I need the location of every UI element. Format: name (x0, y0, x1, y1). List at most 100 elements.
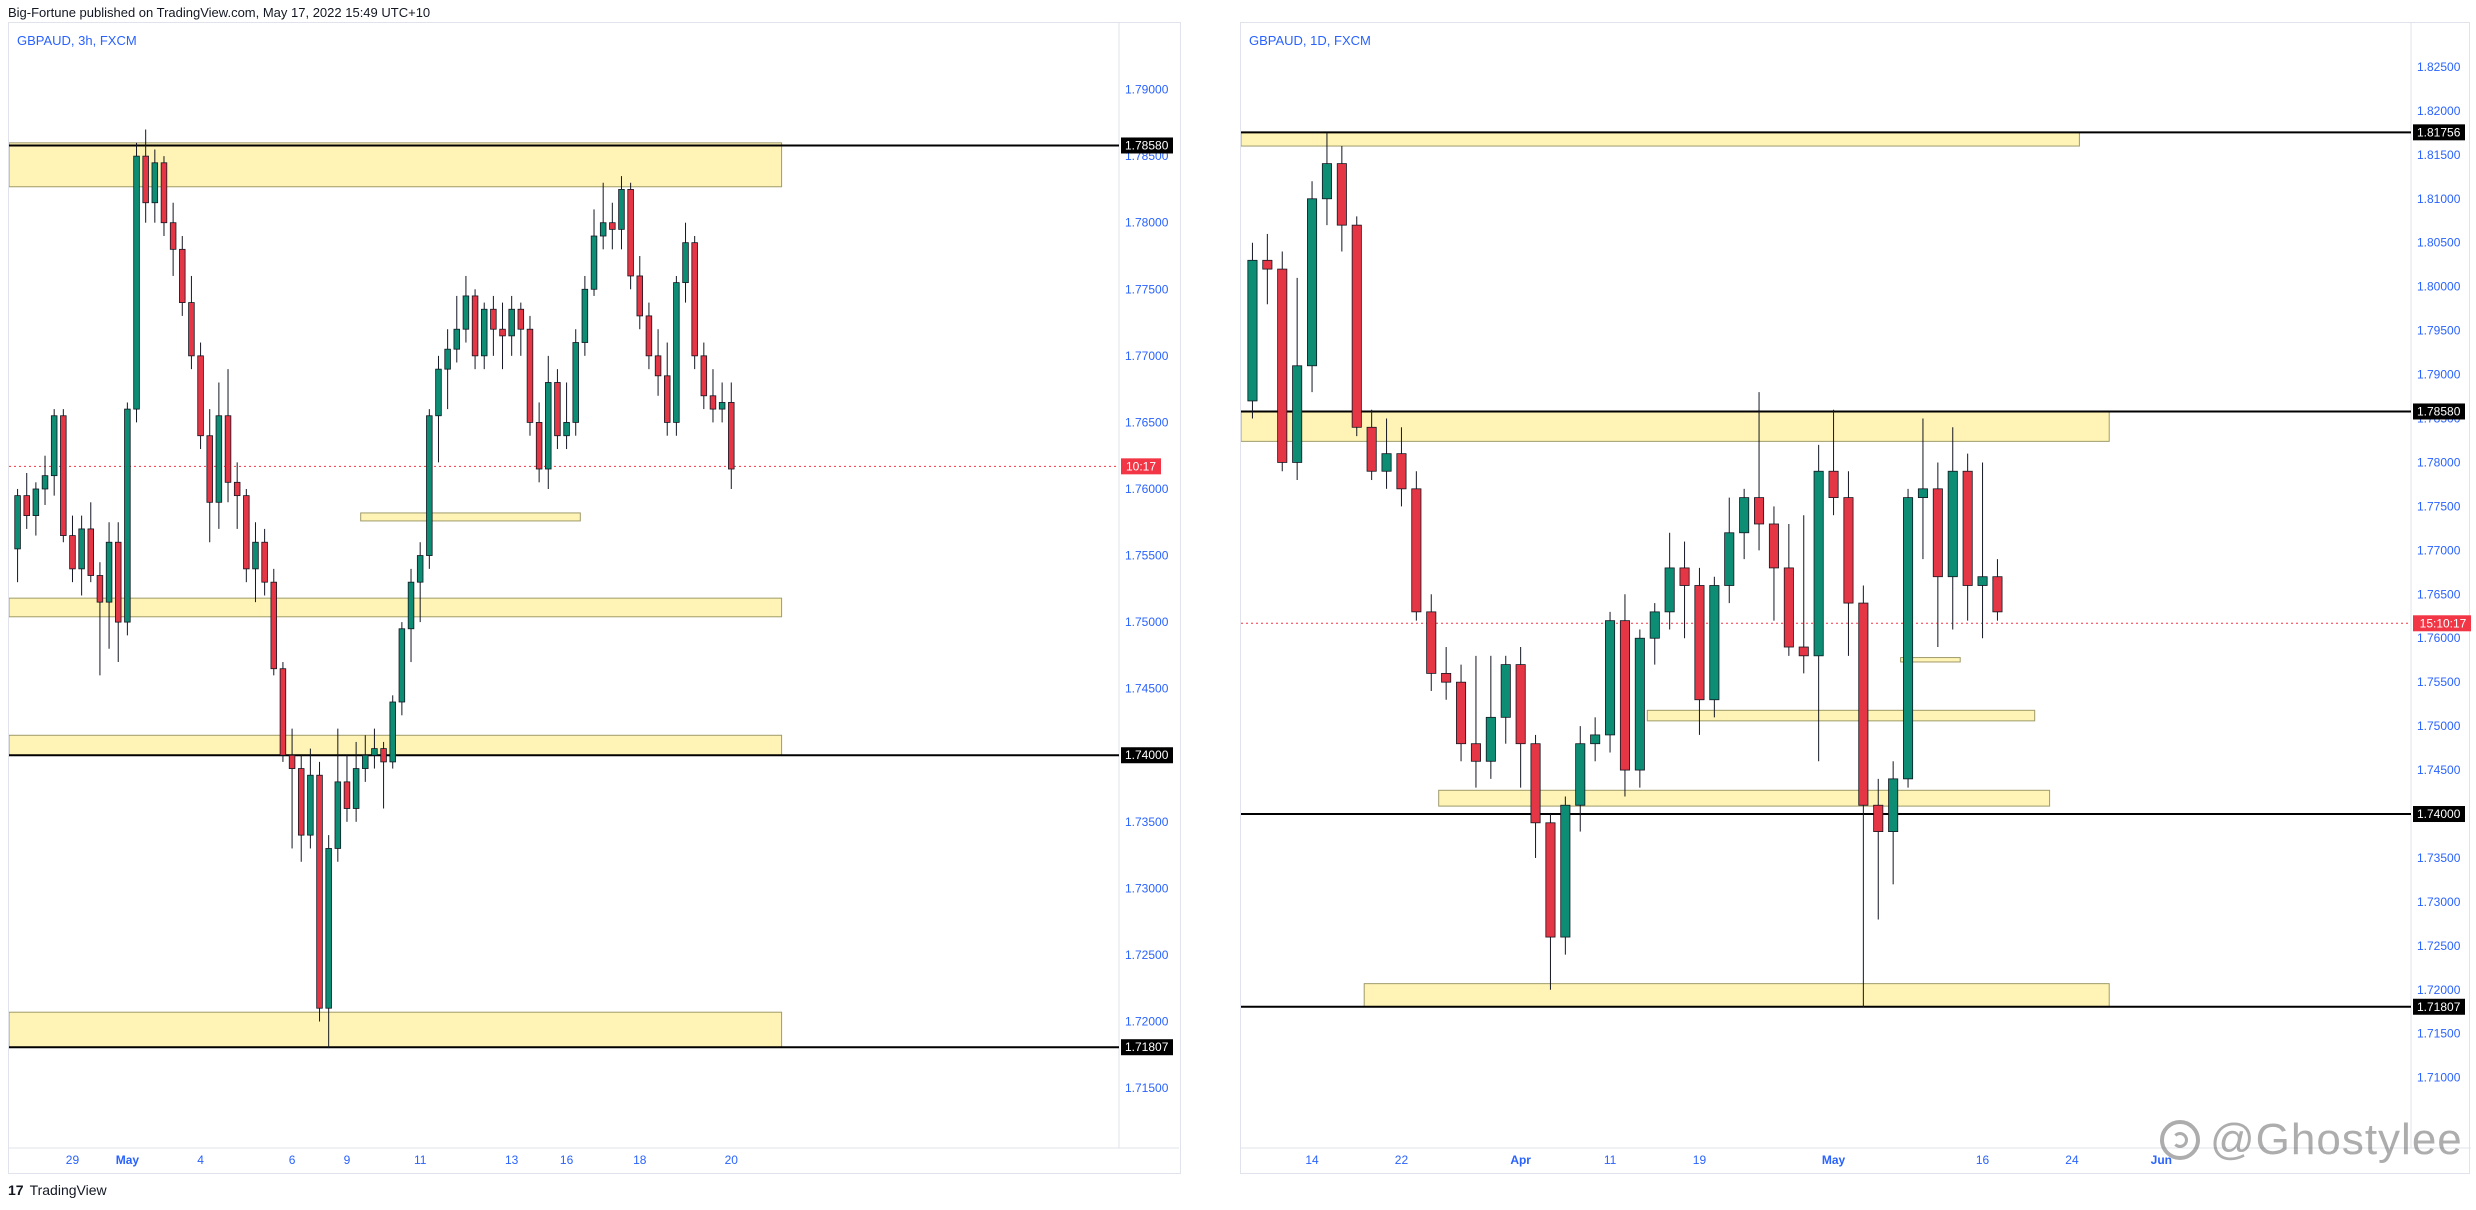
sr-zone-0[interactable] (1241, 131, 2080, 147)
candle-body-up (435, 368, 442, 417)
candle-body-down (380, 748, 387, 763)
candle (1634, 629, 1645, 788)
candle-body-down (206, 435, 213, 503)
chart-title: GBPAUD, 3h, FXCM (17, 33, 137, 48)
candle (1590, 717, 1601, 762)
candle (581, 275, 589, 356)
x-tick-label: 22 (1395, 1153, 1409, 1167)
candle (288, 728, 296, 849)
tradingview-footer[interactable]: 17 TradingView (8, 1182, 107, 1198)
candle-body-up (1917, 488, 1928, 499)
chart-pane-1d[interactable]: 1.82500 1.82000 1.81500 1.81000 1.80500 1.800… (1240, 22, 2471, 1175)
candle-body-down (1262, 259, 1273, 270)
level-tag-label: 1.78580 (1125, 138, 1169, 152)
sr-zone-0[interactable] (9, 142, 783, 188)
level-tag-label: 1.74000 (1125, 748, 1169, 762)
candle (142, 129, 149, 223)
candle-body-down (1858, 602, 1869, 806)
candle-body-up (1485, 716, 1496, 762)
chart-1d-svg[interactable]: 1.82500 1.82000 1.81500 1.81000 1.80500 1.800… (1241, 23, 2471, 1175)
candle-body-up (32, 488, 40, 517)
candle-body-down (197, 355, 204, 437)
candle-body-down (1828, 470, 1839, 499)
candle (1724, 497, 1735, 604)
candle-body-down (1619, 620, 1630, 771)
candle (1456, 664, 1467, 762)
y-tick-label: 1.72500 (2417, 939, 2461, 953)
candle-body-down (1843, 497, 1854, 604)
y-tick-label: 1.81000 (2417, 192, 2461, 206)
candle-body-up (14, 495, 21, 550)
candle-body-up (682, 242, 689, 284)
y-tick-label: 1.73000 (1125, 881, 1169, 895)
sr-zone-4[interactable] (1646, 709, 2036, 722)
candle (1411, 471, 1422, 621)
chart-pane-3h[interactable]: 1.79000 1.78500 1.78000 1.77500 1.77000 1.765… (8, 22, 1181, 1174)
candle-body-down (609, 222, 616, 230)
candle-body-up (480, 308, 488, 357)
level-tag-label: 1.71807 (2417, 1000, 2461, 1014)
sr-zone-5[interactable] (1900, 657, 1961, 663)
candle-body-down (1754, 497, 1765, 525)
candle (334, 728, 342, 862)
candle (1903, 488, 1914, 788)
candle (1381, 418, 1392, 489)
sr-zone-1[interactable] (9, 597, 783, 618)
candle (554, 369, 561, 450)
x-tick-label: Jun (2151, 1153, 2172, 1167)
tradingview-brand[interactable]: TradingView (29, 1182, 107, 1198)
candle-body-down (114, 541, 122, 623)
y-tick-label: 1.75000 (1125, 615, 1169, 629)
sr-zone-4[interactable] (360, 512, 581, 522)
sr-zone-3[interactable] (9, 1011, 783, 1048)
level-tag (2413, 998, 2465, 1015)
candle-body-down (316, 774, 323, 1009)
candle (435, 355, 442, 463)
candle (224, 369, 232, 503)
candle (243, 488, 250, 583)
candle-body-up (252, 541, 259, 570)
candle-body-down (1515, 664, 1526, 745)
candle-body-down (709, 395, 717, 410)
candle (1858, 585, 1869, 1008)
y-tick-label: 1.80500 (2417, 236, 2461, 250)
x-tick-label: 13 (505, 1153, 519, 1167)
candle (462, 275, 470, 343)
candle (636, 255, 644, 330)
candle (1366, 409, 1377, 481)
candle-body-up (1977, 576, 1988, 586)
candle-body-up (1500, 664, 1511, 718)
candle-body-down (636, 275, 644, 317)
candle-body-down (243, 495, 250, 570)
candle-body-down (728, 402, 735, 470)
sr-zone-1[interactable] (1241, 410, 2110, 442)
y-tick-label: 1.76000 (2417, 631, 2461, 645)
sr-zone-2[interactable] (1363, 983, 2110, 1008)
y-tick-label: 1.76500 (1125, 415, 1169, 429)
candle (691, 236, 698, 370)
level-tag (1121, 137, 1173, 154)
candle (728, 382, 735, 489)
candle-body-down (627, 189, 634, 277)
candle-body-up (307, 774, 314, 836)
candle-body-up (105, 541, 113, 603)
candle (60, 409, 67, 543)
y-tick-label: 1.82500 (2417, 60, 2461, 74)
candle-body-up (1709, 585, 1720, 701)
candle (69, 515, 76, 583)
candle (1813, 444, 1824, 762)
candle (1873, 778, 1884, 920)
candle (1917, 418, 1928, 560)
candle (14, 488, 21, 583)
sr-zone-3[interactable] (1438, 789, 2051, 807)
candle (261, 528, 268, 596)
candle-body-down (1992, 576, 2003, 613)
candle (1396, 427, 1407, 507)
candle (618, 176, 625, 250)
candle-body-up (618, 189, 625, 230)
x-tick-label: 29 (66, 1153, 80, 1167)
chart-3h-svg[interactable]: 1.790001.785001.780001.775001.770001.765… (9, 23, 1182, 1175)
candle-body-up (1590, 734, 1601, 745)
candle (371, 728, 378, 769)
candle-body-up (1888, 778, 1899, 832)
